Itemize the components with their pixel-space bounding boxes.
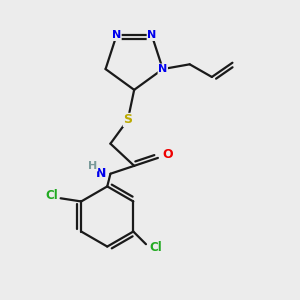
Text: O: O [162, 148, 173, 161]
Text: N: N [96, 167, 107, 180]
Text: Cl: Cl [45, 189, 58, 202]
Text: N: N [112, 30, 121, 40]
Text: Cl: Cl [149, 242, 162, 254]
Text: S: S [123, 113, 132, 126]
Text: H: H [88, 161, 98, 171]
Text: N: N [147, 30, 157, 40]
Text: N: N [158, 64, 167, 74]
